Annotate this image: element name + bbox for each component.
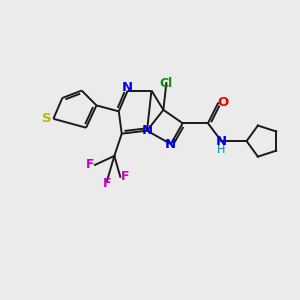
- Text: S: S: [42, 112, 52, 125]
- Text: N: N: [165, 138, 176, 151]
- Text: N: N: [122, 81, 133, 94]
- Text: Cl: Cl: [160, 76, 173, 90]
- Text: F: F: [121, 170, 129, 183]
- Text: N: N: [216, 135, 227, 148]
- Text: N: N: [142, 124, 153, 137]
- Text: F: F: [103, 177, 111, 190]
- Text: H: H: [217, 145, 226, 155]
- Text: O: O: [217, 96, 228, 109]
- Text: F: F: [86, 158, 95, 171]
